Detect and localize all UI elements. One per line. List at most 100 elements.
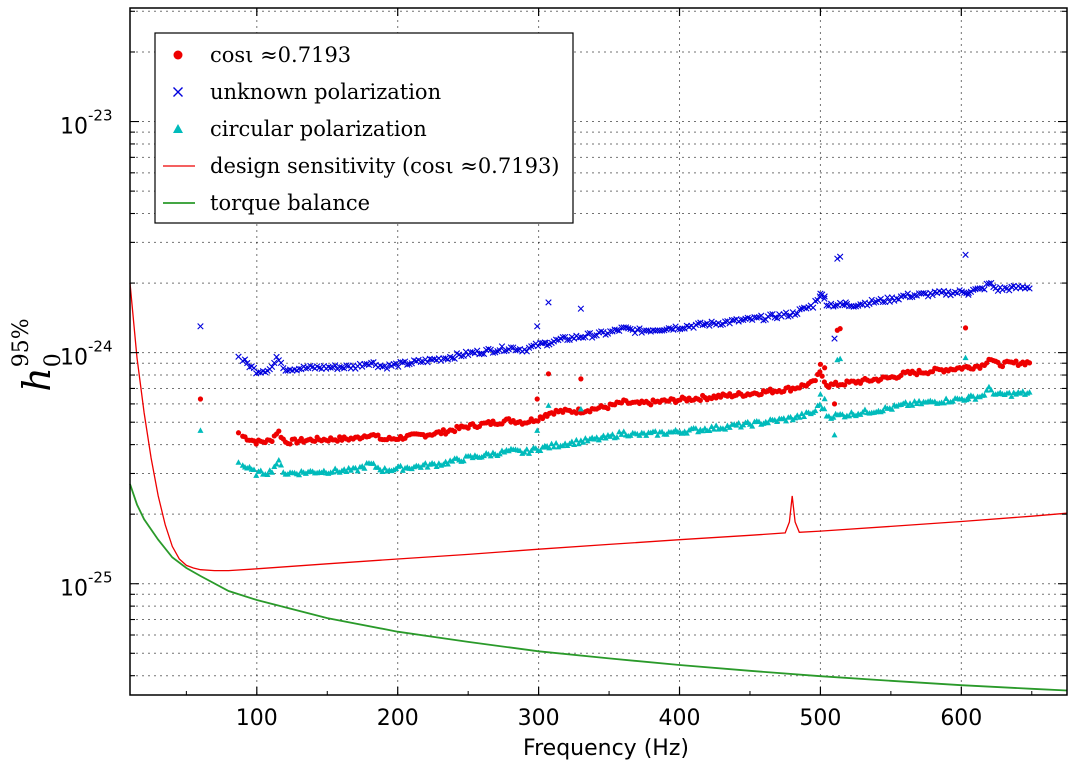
data-point [379, 468, 386, 475]
data-point [814, 296, 821, 304]
data-point [780, 415, 787, 421]
data-point [817, 290, 824, 297]
series-line-3 [129, 283, 1068, 572]
data-point [648, 402, 654, 408]
data-point [940, 399, 947, 406]
grid [130, 8, 1067, 695]
data-point [383, 365, 391, 372]
data-point [235, 459, 242, 465]
data-point [836, 253, 844, 260]
data-point [523, 446, 530, 452]
data-point [706, 427, 713, 434]
data-point [636, 325, 643, 332]
data-point [496, 450, 503, 457]
data-point [697, 397, 703, 403]
data-point [512, 347, 519, 354]
data-point [235, 430, 242, 436]
data-point [692, 425, 699, 431]
y-axis-title-sub: 0 [41, 353, 66, 367]
data-point [336, 363, 343, 371]
data-point [870, 299, 878, 306]
data-point [543, 411, 549, 418]
data-point [916, 397, 923, 404]
data-point [794, 310, 801, 318]
series-line-4 [129, 483, 1068, 692]
y-axis-title-main: h [15, 367, 59, 391]
data-point [268, 363, 276, 371]
data-point [866, 300, 873, 308]
data-point [551, 411, 557, 417]
data-point [534, 396, 540, 402]
legend-label: design sensitivity (cosι ≈0.7193) [210, 154, 560, 178]
data-point [282, 367, 289, 374]
data-point [422, 460, 429, 466]
data-point [909, 402, 916, 408]
data-point [888, 406, 895, 412]
data-point [665, 324, 672, 332]
data-point [721, 318, 729, 325]
data-point [1013, 358, 1019, 364]
data-point [949, 398, 956, 404]
legend-swatch [173, 50, 183, 60]
data-point [713, 422, 720, 428]
data-point [816, 401, 823, 407]
data-point [573, 410, 579, 416]
data-point [620, 428, 627, 434]
data-point [846, 412, 853, 419]
data-point [819, 373, 825, 379]
data-point [842, 299, 849, 306]
data-point [568, 438, 575, 444]
data-point [352, 464, 359, 471]
data-point [528, 343, 535, 350]
data-point [577, 405, 584, 412]
x-tick-label: 100 [236, 706, 278, 731]
data-point [1006, 389, 1013, 396]
data-point [985, 280, 993, 287]
legend-swatch [173, 87, 183, 97]
data-point [404, 361, 411, 368]
data-point [273, 353, 280, 361]
data-point [735, 419, 742, 426]
data-point [783, 417, 790, 424]
data-point [831, 401, 838, 407]
data-point [577, 305, 585, 312]
data-point [571, 441, 578, 448]
data-point [392, 360, 400, 367]
data-point [613, 326, 621, 334]
data-point [796, 414, 803, 420]
data-point [625, 325, 632, 332]
data-point [817, 391, 824, 397]
data-point [965, 365, 971, 371]
data-point [440, 427, 446, 433]
data-point [276, 428, 282, 434]
data-point [548, 440, 555, 447]
data-point [831, 431, 838, 438]
data-point [517, 447, 524, 453]
y-tick-label: 10-24 [60, 338, 113, 371]
data-point [900, 292, 907, 299]
plot-frame [129, 7, 1068, 696]
data-point [1019, 388, 1026, 394]
data-point [821, 295, 828, 302]
data-point [253, 441, 259, 447]
data-point [275, 456, 282, 463]
data-point [618, 431, 625, 437]
y-axis-title: h0 95% [9, 318, 66, 391]
data-point [861, 406, 868, 413]
ticks: 100 200 300 400 500 600 10-25 10-24 10-23 [60, 8, 1067, 731]
data-point [981, 392, 988, 398]
data-point [726, 320, 733, 327]
x-tick-label: 200 [377, 706, 419, 731]
data-point [535, 418, 541, 424]
data-point [945, 288, 952, 295]
data-point [914, 372, 920, 378]
data-point [343, 362, 350, 369]
data-point [487, 452, 494, 459]
data-point [269, 469, 276, 475]
data-point [962, 325, 969, 331]
data-point [452, 428, 458, 435]
data-point [269, 438, 275, 445]
data-point [654, 432, 661, 438]
data-point [1026, 389, 1033, 395]
